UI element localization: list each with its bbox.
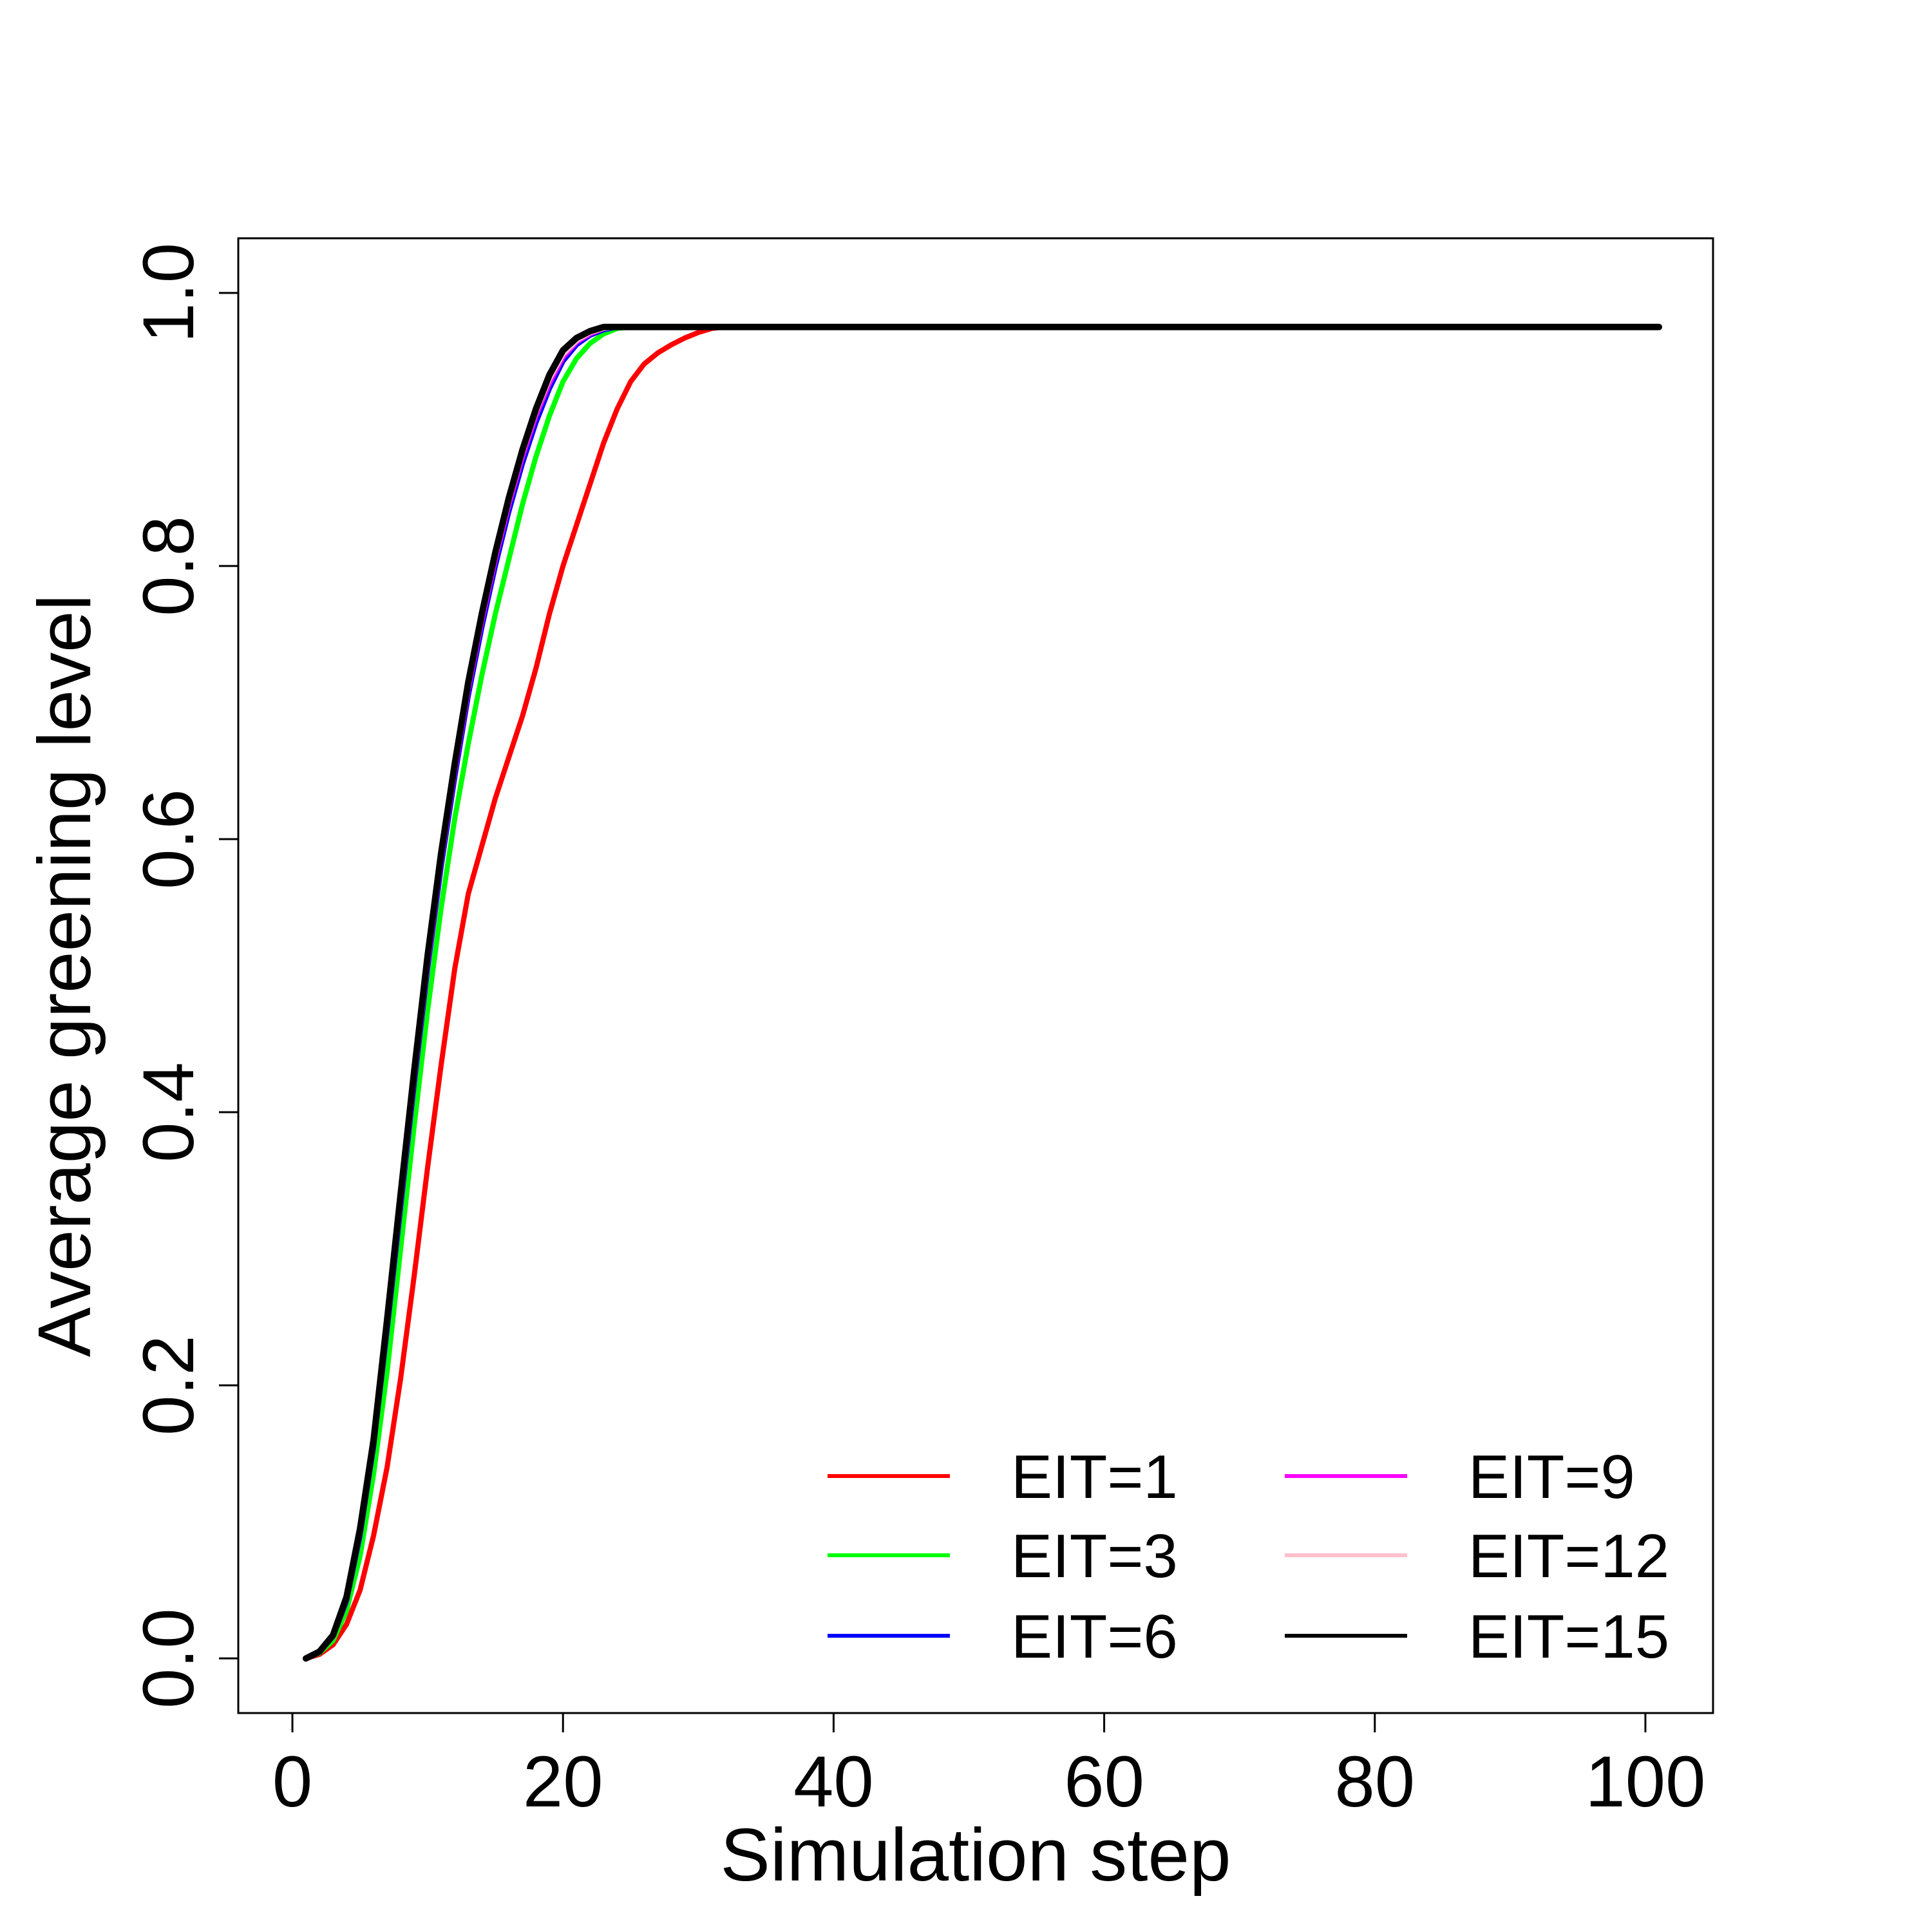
series-line-eit-1 bbox=[303, 324, 1662, 1662]
legend-label: EIT=9 bbox=[1468, 1443, 1635, 1511]
legend: EIT=1 EIT=3 EIT=6 EIT=9 EIT=12 EIT=15 bbox=[828, 1443, 1669, 1671]
legend-item: EIT=9 bbox=[1285, 1443, 1635, 1511]
x-tick-label: 80 bbox=[1334, 1741, 1415, 1822]
legend-item: EIT=3 bbox=[828, 1522, 1178, 1591]
legend-item: EIT=15 bbox=[1285, 1602, 1669, 1671]
y-tick-label: 0.8 bbox=[128, 516, 209, 616]
y-axis-title: Average greening level bbox=[23, 594, 106, 1357]
x-tick-label: 20 bbox=[523, 1741, 603, 1822]
legend-item: EIT=12 bbox=[1285, 1522, 1669, 1591]
x-tick-label: 100 bbox=[1586, 1741, 1706, 1822]
legend-item: EIT=6 bbox=[828, 1602, 1178, 1671]
y-tick-label: 0.4 bbox=[128, 1062, 209, 1162]
legend-label: EIT=12 bbox=[1468, 1522, 1669, 1591]
x-tick-label: 0 bbox=[272, 1741, 312, 1822]
legend-label: EIT=3 bbox=[1011, 1522, 1178, 1591]
y-axis: 0.0 0.2 0.4 0.6 0.8 1.0 bbox=[128, 243, 240, 1709]
x-tick-label: 60 bbox=[1064, 1741, 1144, 1822]
y-tick-label: 0.6 bbox=[128, 789, 209, 889]
x-axis-title: Simulation step bbox=[720, 1813, 1231, 1897]
series-line-eit-15 bbox=[303, 323, 1662, 1662]
legend-label: EIT=6 bbox=[1011, 1602, 1178, 1671]
x-axis: 0 20 40 60 80 100 bbox=[272, 1712, 1706, 1822]
x-tick-label: 40 bbox=[793, 1741, 874, 1822]
legend-label: EIT=1 bbox=[1011, 1443, 1178, 1511]
y-tick-label: 0.2 bbox=[128, 1335, 209, 1435]
legend-item: EIT=1 bbox=[828, 1443, 1178, 1511]
y-tick-label: 0.0 bbox=[128, 1608, 209, 1709]
series-layer bbox=[303, 323, 1662, 1662]
series-line-eit-3 bbox=[303, 324, 1662, 1662]
legend-label: EIT=15 bbox=[1468, 1602, 1669, 1671]
y-tick-label: 1.0 bbox=[128, 243, 209, 343]
